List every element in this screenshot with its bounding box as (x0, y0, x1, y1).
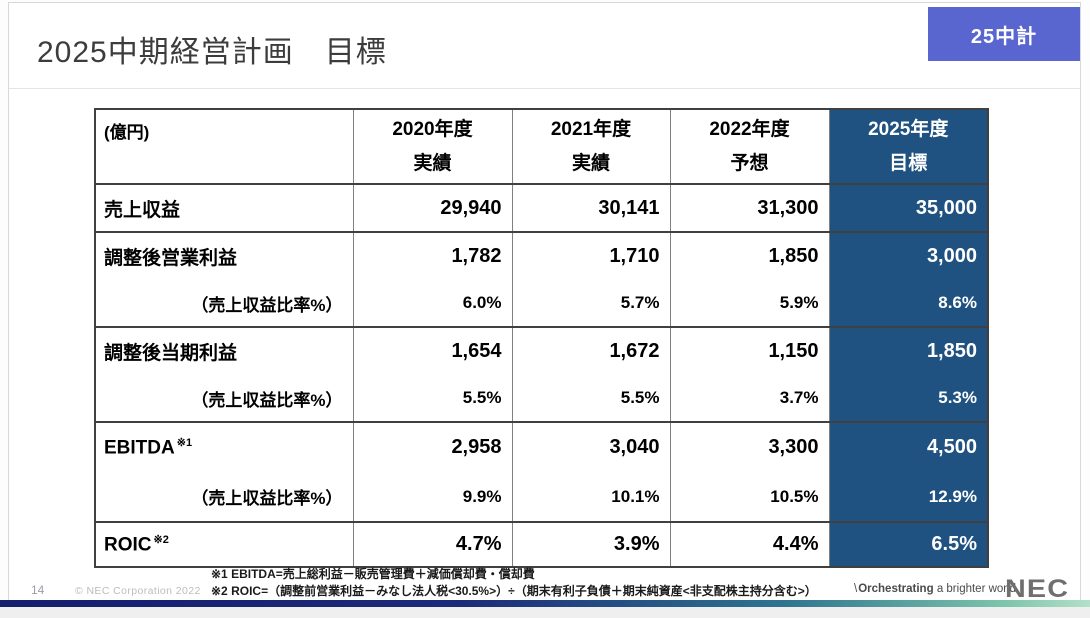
column-header-2021: 2021年度 実績 (511, 109, 670, 184)
tagline-slash: \ (854, 583, 858, 595)
tagline-bold: Orchestrating (858, 583, 934, 595)
target-ratio-cell: 8.6% (828, 280, 988, 327)
row-label-revenue: 売上収益 (94, 183, 353, 232)
page-number: 14 (31, 583, 45, 597)
presentation-slide: 2025中期経営計画 目標 25中計 (億円) 2020年度 実績 2021年度… (8, 2, 1081, 603)
ratio-cell: 9.9% (352, 472, 512, 522)
financial-targets-table: (億円) 2020年度 実績 2021年度 実績 2022年度 予想 2025年… (94, 108, 989, 568)
value-cell: 1,850 (669, 231, 829, 280)
revenue-row: 売上収益 29,940 30,141 31,300 35,000 (94, 183, 988, 232)
adjusted-operating-profit-row: 調整後営業利益 1,782 1,710 1,850 3,000 (94, 231, 988, 280)
ebitda-ratio-row: （売上収益比率%） 9.9% 10.1% 10.5% 12.9% (94, 472, 988, 522)
target-ratio-cell: 5.3% (828, 375, 988, 422)
footnote-ref-1: ※1 (176, 436, 193, 449)
column-year: 2025年度 (868, 118, 949, 140)
value-cell: 3,300 (669, 421, 829, 472)
column-year: 2020年度 (392, 118, 473, 140)
column-year: 2022年度 (709, 118, 790, 140)
column-type: 目標 (889, 152, 928, 174)
value-cell: 1,710 (511, 231, 670, 280)
value-cell: 1,654 (352, 326, 512, 375)
value-cell: 1,150 (669, 326, 829, 375)
target-value-cell: 6.5% (828, 521, 988, 567)
ratio-cell: 5.5% (511, 375, 670, 422)
value-cell: 30,141 (511, 183, 670, 232)
target-ratio-cell: 12.9% (828, 472, 988, 522)
column-header-2020: 2020年度 実績 (352, 109, 512, 184)
ratio-label: （売上収益比率%） (94, 280, 353, 327)
ratio-label: （売上収益比率%） (94, 472, 353, 522)
column-type: 実績 (413, 152, 452, 174)
ratio-cell: 5.9% (669, 280, 829, 327)
footnote-ref-2: ※2 (153, 533, 169, 546)
ratio-cell: 10.1% (511, 472, 670, 522)
plan-badge: 25中計 (928, 7, 1080, 61)
row-label-operating-profit: 調整後営業利益 (94, 231, 353, 280)
ratio-cell: 10.5% (669, 472, 829, 522)
ebitda-label: EBITDA (104, 437, 175, 459)
footnote-1: ※1 EBITDA=売上総利益－販売管理費＋減価償却費・償却費 (211, 567, 535, 581)
value-cell: 4.4% (669, 521, 829, 567)
tagline-rest: a brighter world (933, 583, 1017, 595)
column-header-2022: 2022年度 予想 (669, 109, 829, 184)
footnotes: ※1 EBITDA=売上総利益－販売管理費＋減価償却費・償却費 ※2 ROIC=… (211, 566, 817, 600)
roic-label: ROIC (104, 534, 152, 556)
column-year: 2021年度 (550, 118, 632, 140)
unit-label: (億円) (94, 109, 353, 184)
row-label-roic: ROIC ※2 (94, 521, 353, 567)
value-cell: 4.7% (352, 521, 512, 567)
column-type: 実績 (571, 152, 610, 174)
nec-tagline: \Orchestrating a brighter world (854, 583, 1016, 595)
table-header-row: (億円) 2020年度 実績 2021年度 実績 2022年度 予想 2025年… (94, 109, 988, 184)
below-bar-background (0, 607, 1090, 618)
target-value-cell: 3,000 (828, 231, 988, 280)
slide-header: 2025中期経営計画 目標 25中計 (9, 3, 1080, 89)
value-cell: 3.9% (511, 521, 670, 567)
net-profit-ratio-row: （売上収益比率%） 5.5% 5.5% 3.7% 5.3% (94, 375, 988, 422)
copyright-text: © NEC Corporation 2022 (75, 585, 201, 597)
ratio-cell: 5.7% (511, 280, 670, 327)
ratio-cell: 5.5% (352, 375, 512, 422)
operating-profit-ratio-row: （売上収益比率%） 6.0% 5.7% 5.9% 8.6% (94, 280, 988, 327)
roic-row: ROIC ※2 4.7% 3.9% 4.4% 6.5% (94, 521, 988, 567)
target-value-cell: 4,500 (828, 421, 988, 472)
bottom-gradient-bar (0, 600, 1090, 607)
adjusted-net-profit-row: 調整後当期利益 1,654 1,672 1,150 1,850 (94, 326, 988, 375)
nec-logo: NEC (1005, 575, 1070, 603)
footnote-2: ※2 ROIC=（調整前営業利益－みなし法人税<30.5%>）÷（期末有利子負債… (211, 584, 817, 598)
value-cell: 31,300 (669, 183, 829, 232)
ratio-cell: 3.7% (669, 375, 829, 422)
value-cell: 3,040 (511, 421, 670, 472)
value-cell: 2,958 (352, 421, 512, 472)
ebitda-row: EBITDA ※1 2,958 3,040 3,300 4,500 (94, 421, 988, 472)
ratio-cell: 6.0% (352, 280, 512, 327)
column-header-2025-target: 2025年度 目標 (828, 109, 988, 184)
column-type: 予想 (730, 152, 769, 174)
row-label-ebitda: EBITDA ※1 (94, 421, 353, 472)
target-value-cell: 35,000 (828, 183, 988, 232)
value-cell: 1,782 (352, 231, 512, 280)
ratio-label: （売上収益比率%） (94, 375, 353, 422)
target-value-cell: 1,850 (828, 326, 988, 375)
page-title: 2025中期経営計画 目標 (37, 36, 387, 69)
value-cell: 29,940 (352, 183, 512, 232)
row-label-net-profit: 調整後当期利益 (94, 326, 353, 375)
value-cell: 1,672 (511, 326, 670, 375)
